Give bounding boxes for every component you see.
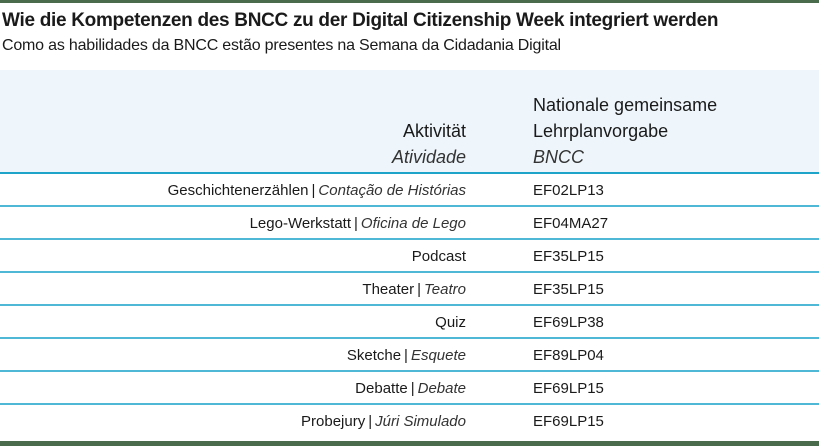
activity-pt: Teatro: [424, 281, 466, 298]
separator: |: [417, 281, 422, 298]
header-activity-pt: Atividade: [391, 147, 466, 167]
activity-de: Debatte: [355, 380, 408, 397]
table-row: Lego-Werkstatt | Oficina de Lego EF04MA27: [0, 207, 819, 240]
row-divider: [0, 271, 819, 273]
activity-pt: Júri Simulado: [375, 413, 466, 430]
bncc-code-cell: EF35LP15: [533, 281, 604, 298]
bncc-code-cell: EF89LP04: [533, 347, 604, 364]
header-bncc-de-line2: Lehrplanvorgabe: [533, 121, 669, 141]
bncc-code-cell: EF02LP13: [533, 182, 604, 199]
activity-pt: Esquete: [410, 347, 466, 364]
row-divider: [0, 304, 819, 306]
table-row: Podcast EF35LP15: [0, 240, 819, 273]
table-header: Aktivität Atividade Nationale gemeinsame…: [0, 70, 819, 172]
table-row: Geschichtenerzählen | Contação de História…: [0, 174, 819, 207]
activity-cell: Debatte | Debate: [355, 380, 466, 397]
header-bncc-de-line1: Nationale gemeinsame: [533, 95, 718, 115]
row-divider: [0, 403, 819, 405]
activity-cell: Lego-Werkstatt | Oficina de Lego: [250, 215, 466, 232]
table-row: Probejury | Júri Simulado EF69LP15: [0, 405, 819, 438]
activity-pt: Debate: [417, 380, 466, 397]
activity-cell: Theater | Teatro: [362, 281, 466, 298]
header-activity-de: Aktivität: [402, 121, 466, 141]
top-frame-bar: [0, 0, 819, 3]
activity-de: Theater: [362, 281, 415, 298]
header-bncc-pt: BNCC: [533, 147, 585, 167]
bncc-code-cell: EF69LP15: [533, 413, 604, 430]
activity-de: Probejury: [301, 413, 366, 430]
header-bncc: Nationale gemeinsame Lehrplanvorgabe BNC…: [533, 92, 717, 170]
row-divider: [0, 337, 819, 339]
bncc-code-cell: EF69LP15: [533, 380, 604, 397]
row-divider: [0, 238, 819, 240]
bncc-code-cell: EF04MA27: [533, 215, 609, 232]
activity-cell: Podcast: [412, 248, 466, 265]
activity-de: Sketche: [346, 347, 402, 364]
table-row: Debatte | Debate EF69LP15: [0, 372, 819, 405]
activity-pt: Oficina de Lego: [360, 215, 466, 232]
activity-de: Podcast: [411, 248, 466, 265]
row-divider: [0, 205, 819, 207]
separator: |: [410, 380, 415, 397]
header-divider: [0, 172, 819, 174]
activity-de: Lego-Werkstatt: [249, 215, 352, 232]
separator: |: [404, 347, 408, 364]
page-subtitle: Como as habilidades da BNCC estão presen…: [2, 37, 561, 54]
page-title: Wie die Kompetenzen des BNCC zu der Digi…: [2, 10, 719, 31]
table-row: Theater | Teatro EF35LP15: [0, 273, 819, 306]
activity-cell: Geschichtenerzählen | Contação de História…: [168, 182, 466, 199]
table-row: Quiz EF69LP38: [0, 306, 819, 339]
table-row: Sketche | Esquete EF89LP04: [0, 339, 819, 372]
separator: |: [354, 215, 358, 232]
activity-cell: Quiz: [435, 314, 466, 331]
separator: |: [311, 182, 316, 199]
activity-pt: Contação de Histórias: [318, 182, 466, 199]
bncc-code-cell: EF69LP38: [533, 314, 604, 331]
bncc-code-cell: EF35LP15: [533, 248, 604, 265]
header-activity: Aktivität Atividade: [392, 118, 466, 170]
activity-cell: Probejury | Júri Simulado: [301, 413, 466, 430]
row-divider: [0, 370, 819, 372]
activity-de: Geschichtenerzählen: [167, 182, 309, 199]
activity-cell: Sketche | Esquete: [347, 347, 466, 364]
activity-de: Quiz: [435, 314, 466, 331]
bottom-frame-bar: [0, 441, 819, 446]
separator: |: [368, 413, 373, 430]
